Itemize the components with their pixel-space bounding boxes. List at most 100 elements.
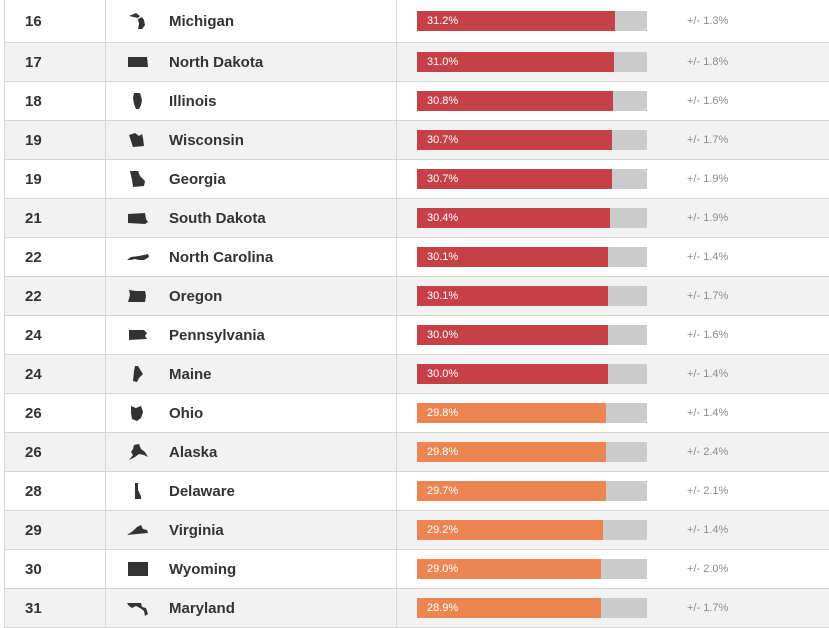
state-name: Delaware: [169, 482, 235, 500]
margin-of-error: +/- 1.8%: [687, 56, 729, 68]
column-divider: [396, 199, 397, 238]
margin-of-error: +/- 1.6%: [687, 329, 729, 341]
rank-label: 19: [25, 131, 42, 149]
bar-value-label: 30.7%: [427, 134, 459, 146]
bar-track: 30.8%: [417, 91, 647, 111]
column-divider: [396, 160, 397, 199]
margin-of-error: +/- 1.3%: [687, 15, 729, 27]
north-dakota-shape-icon: [127, 53, 149, 71]
column-divider: [105, 511, 106, 550]
state-name: Georgia: [169, 170, 226, 188]
bar-fill: 31.2%: [417, 11, 616, 31]
state-name: Maryland: [169, 599, 235, 617]
bar-track: 29.8%: [417, 442, 647, 462]
state-name: Michigan: [169, 12, 235, 30]
bar-track: 31.0%: [417, 52, 647, 72]
column-divider: [396, 43, 397, 82]
column-divider: [396, 511, 397, 550]
bar-fill: 30.1%: [417, 247, 609, 267]
bar-value-label: 29.8%: [427, 407, 459, 419]
maine-shape-icon: [127, 365, 149, 383]
oregon-shape-icon: [127, 287, 149, 305]
state-name: Illinois: [169, 92, 217, 110]
delaware-shape-icon: [127, 482, 149, 500]
illinois-shape-icon: [127, 92, 149, 110]
table-row: 16 Michigan 31.2% +/- 1.3%: [5, 0, 829, 43]
bar-fill: 29.0%: [417, 559, 602, 579]
rank-label: 28: [25, 482, 42, 500]
rank-label: 24: [25, 365, 42, 383]
state-name: Pennsylvania: [169, 326, 265, 344]
column-divider: [396, 316, 397, 355]
bar-fill: 28.9%: [417, 598, 601, 618]
rank-label: 26: [25, 443, 42, 461]
column-divider: [105, 472, 106, 511]
bar-track: 29.8%: [417, 403, 647, 423]
table-row: 19 Wisconsin 30.7% +/- 1.7%: [5, 121, 829, 160]
column-divider: [105, 160, 106, 199]
column-divider: [396, 589, 397, 628]
table-row: 29 Virginia 29.2% +/- 1.4%: [5, 511, 829, 550]
table-row: 24 Maine 30.0% +/- 1.4%: [5, 355, 829, 394]
column-divider: [105, 394, 106, 433]
table-row: 22 Oregon 30.1% +/- 1.7%: [5, 277, 829, 316]
ohio-shape-icon: [127, 404, 149, 422]
bar-value-label: 30.8%: [427, 95, 459, 107]
bar-track: 30.4%: [417, 208, 647, 228]
georgia-shape-icon: [127, 170, 149, 188]
column-divider: [396, 550, 397, 589]
table-row: 28 Delaware 29.7% +/- 2.1%: [5, 472, 829, 511]
rank-label: 22: [25, 287, 42, 305]
ranking-table: 16 Michigan 31.2% +/- 1.3% 17 North Dakota 31.…: [4, 0, 829, 628]
bar-fill: 30.4%: [417, 208, 611, 228]
bar-fill: 29.8%: [417, 442, 607, 462]
rank-label: 21: [25, 209, 42, 227]
bar-value-label: 28.9%: [427, 602, 459, 614]
margin-of-error: +/- 2.0%: [687, 563, 729, 575]
table-row: 24 Pennsylvania 30.0% +/- 1.6%: [5, 316, 829, 355]
bar-track: 30.7%: [417, 169, 647, 189]
bar-track: 30.1%: [417, 286, 647, 306]
margin-of-error: +/- 2.1%: [687, 485, 729, 497]
margin-of-error: +/- 2.4%: [687, 446, 729, 458]
bar-value-label: 29.7%: [427, 485, 459, 497]
margin-of-error: +/- 1.7%: [687, 290, 729, 302]
bar-value-label: 30.4%: [427, 212, 459, 224]
bar-fill: 30.1%: [417, 286, 609, 306]
column-divider: [396, 355, 397, 394]
michigan-shape-icon: [127, 12, 149, 30]
rank-label: 16: [25, 12, 42, 30]
maryland-shape-icon: [127, 599, 149, 617]
bar-track: 28.9%: [417, 598, 647, 618]
column-divider: [396, 472, 397, 511]
column-divider: [396, 277, 397, 316]
bar-fill: 30.0%: [417, 364, 608, 384]
bar-value-label: 30.7%: [427, 173, 459, 185]
table-row: 26 Ohio 29.8% +/- 1.4%: [5, 394, 829, 433]
table-row: 31 Maryland 28.9% +/- 1.7%: [5, 589, 829, 628]
margin-of-error: +/- 1.6%: [687, 95, 729, 107]
margin-of-error: +/- 1.7%: [687, 602, 729, 614]
alaska-shape-icon: [127, 443, 149, 461]
table-row: 17 North Dakota 31.0% +/- 1.8%: [5, 43, 829, 82]
bar-track: 29.0%: [417, 559, 647, 579]
bar-track: 30.7%: [417, 130, 647, 150]
state-name: North Carolina: [169, 248, 274, 266]
margin-of-error: +/- 1.9%: [687, 173, 729, 185]
state-name: Oregon: [169, 287, 223, 305]
column-divider: [396, 0, 397, 43]
column-divider: [396, 433, 397, 472]
column-divider: [105, 550, 106, 589]
table-row: 30 Wyoming 29.0% +/- 2.0%: [5, 550, 829, 589]
column-divider: [105, 433, 106, 472]
virginia-shape-icon: [127, 521, 149, 539]
bar-value-label: 29.0%: [427, 563, 459, 575]
bar-value-label: 31.2%: [427, 15, 459, 27]
bar-fill: 30.8%: [417, 91, 613, 111]
state-name: South Dakota: [169, 209, 266, 227]
column-divider: [105, 589, 106, 628]
column-divider: [105, 43, 106, 82]
rank-label: 26: [25, 404, 42, 422]
rank-label: 24: [25, 326, 42, 344]
bar-fill: 29.2%: [417, 520, 603, 540]
